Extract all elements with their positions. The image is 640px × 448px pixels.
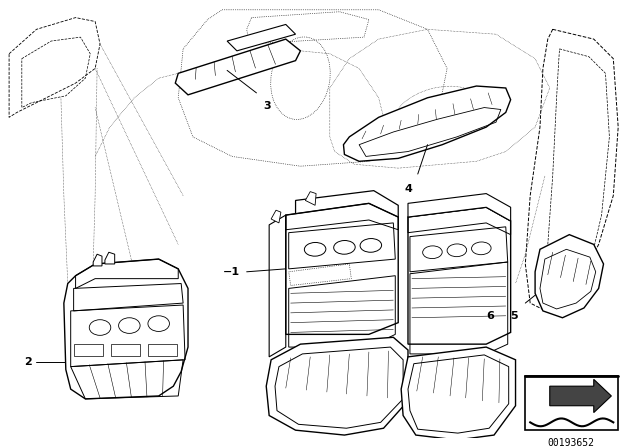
Polygon shape bbox=[286, 203, 398, 334]
Text: 6: 6 bbox=[486, 311, 494, 321]
Polygon shape bbox=[64, 259, 188, 399]
Polygon shape bbox=[535, 235, 604, 318]
Text: −1: −1 bbox=[223, 267, 240, 277]
Polygon shape bbox=[105, 252, 115, 264]
Text: 00193652: 00193652 bbox=[548, 438, 595, 448]
Polygon shape bbox=[227, 25, 296, 51]
Polygon shape bbox=[344, 86, 511, 161]
Polygon shape bbox=[266, 337, 408, 435]
Polygon shape bbox=[408, 194, 511, 221]
Polygon shape bbox=[525, 376, 618, 430]
Text: 3: 3 bbox=[263, 101, 271, 111]
Polygon shape bbox=[408, 207, 511, 344]
Text: 2: 2 bbox=[24, 357, 31, 367]
Polygon shape bbox=[296, 191, 398, 233]
Polygon shape bbox=[550, 379, 611, 413]
Polygon shape bbox=[271, 210, 281, 223]
Polygon shape bbox=[93, 254, 102, 266]
Text: 5: 5 bbox=[510, 311, 518, 321]
Polygon shape bbox=[305, 192, 316, 205]
Polygon shape bbox=[401, 347, 516, 440]
Polygon shape bbox=[175, 39, 300, 95]
Text: 4: 4 bbox=[404, 184, 412, 194]
